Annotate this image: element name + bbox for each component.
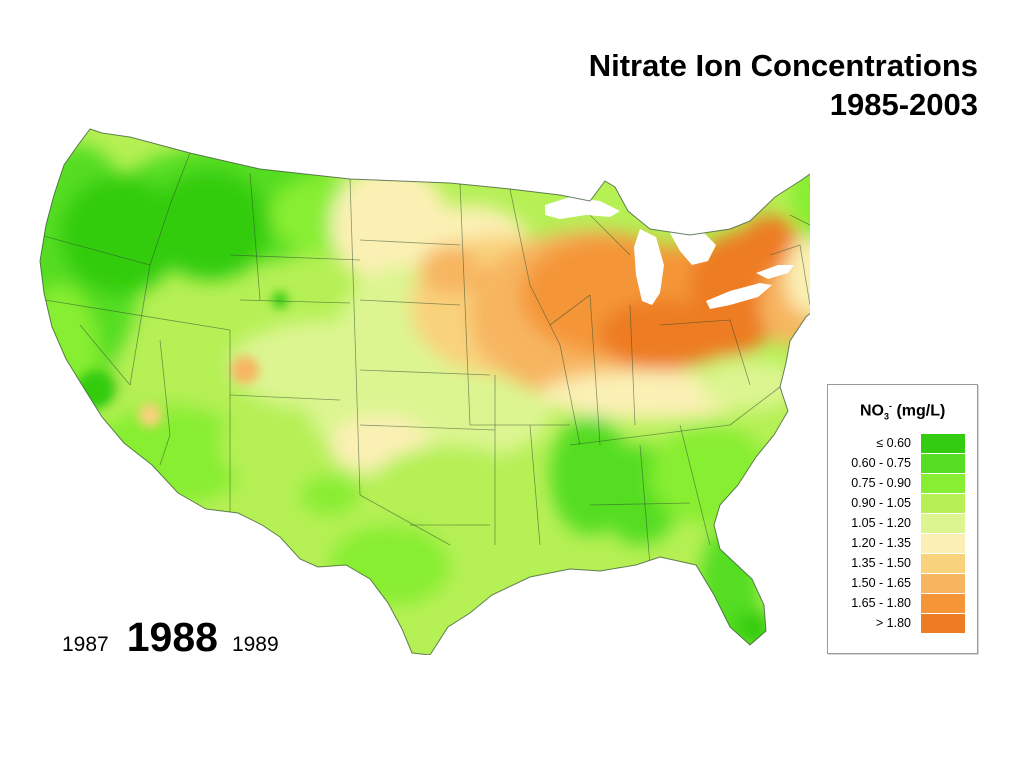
title-line-2: 1985-2003 [829,87,978,122]
legend-item-label: > 1.80 [875,616,911,630]
concentration-field [40,129,810,655]
legend-item-label: 1.05 - 1.20 [851,516,911,530]
legend-swatch [921,493,965,513]
legend-item-label: 0.90 - 1.05 [851,496,911,510]
legend-item: 1.35 - 1.50 [834,553,965,573]
legend-swatch [921,513,965,533]
legend-item: > 1.80 [834,613,965,633]
legend-swatch [921,553,965,573]
legend-item-label: 0.60 - 0.75 [851,456,911,470]
legend-ion-subscript: 3 [884,411,890,422]
legend-item: 0.60 - 0.75 [834,453,965,473]
year-current: 1988 [126,614,218,660]
legend-item: 1.20 - 1.35 [834,533,965,553]
year-previous-link[interactable]: 1987 [62,633,109,656]
legend-items: ≤ 0.60 0.60 - 0.75 0.75 - 0.90 0.90 - 1.05 1… [834,433,965,633]
legend-item: 1.50 - 1.65 [834,573,965,593]
legend-swatch [921,473,965,493]
year-selector: 1987 1988 1989 [62,614,279,664]
legend-item-label: ≤ 0.60 [876,436,911,450]
state-boundaries [40,152,810,566]
us-nitrate-map [30,125,810,655]
legend-unit: (mg/L) [896,402,946,420]
legend-item: 1.05 - 1.20 [834,513,965,533]
legend-item: 0.75 - 0.90 [834,473,965,493]
map-title: Nitrate Ion Concentrations 1985-2003 [589,46,978,124]
legend-item-label: 1.65 - 1.80 [851,596,911,610]
legend-item-label: 1.50 - 1.65 [851,576,911,590]
legend-item: 0.90 - 1.05 [834,493,965,513]
legend-item-label: 1.35 - 1.50 [851,556,911,570]
legend-item-label: 1.20 - 1.35 [851,536,911,550]
legend-swatch [921,433,965,453]
legend-swatch [921,573,965,593]
legend-ion: NO [860,402,884,420]
legend-title: NO3- (mg/L) [860,401,945,422]
legend-item: 1.65 - 1.80 [834,593,965,613]
legend-item: ≤ 0.60 [834,433,965,453]
legend-swatch [921,453,965,473]
legend-swatch [921,593,965,613]
map-legend: NO3- (mg/L) ≤ 0.60 0.60 - 0.75 0.75 - 0.90… [827,384,978,654]
year-next-link[interactable]: 1989 [231,633,279,656]
legend-item-label: 0.75 - 0.90 [851,476,911,490]
title-line-1: Nitrate Ion Concentrations [588,48,978,83]
legend-swatch [921,533,965,553]
legend-swatch [921,613,965,633]
legend-ion-superscript: - [889,401,893,411]
